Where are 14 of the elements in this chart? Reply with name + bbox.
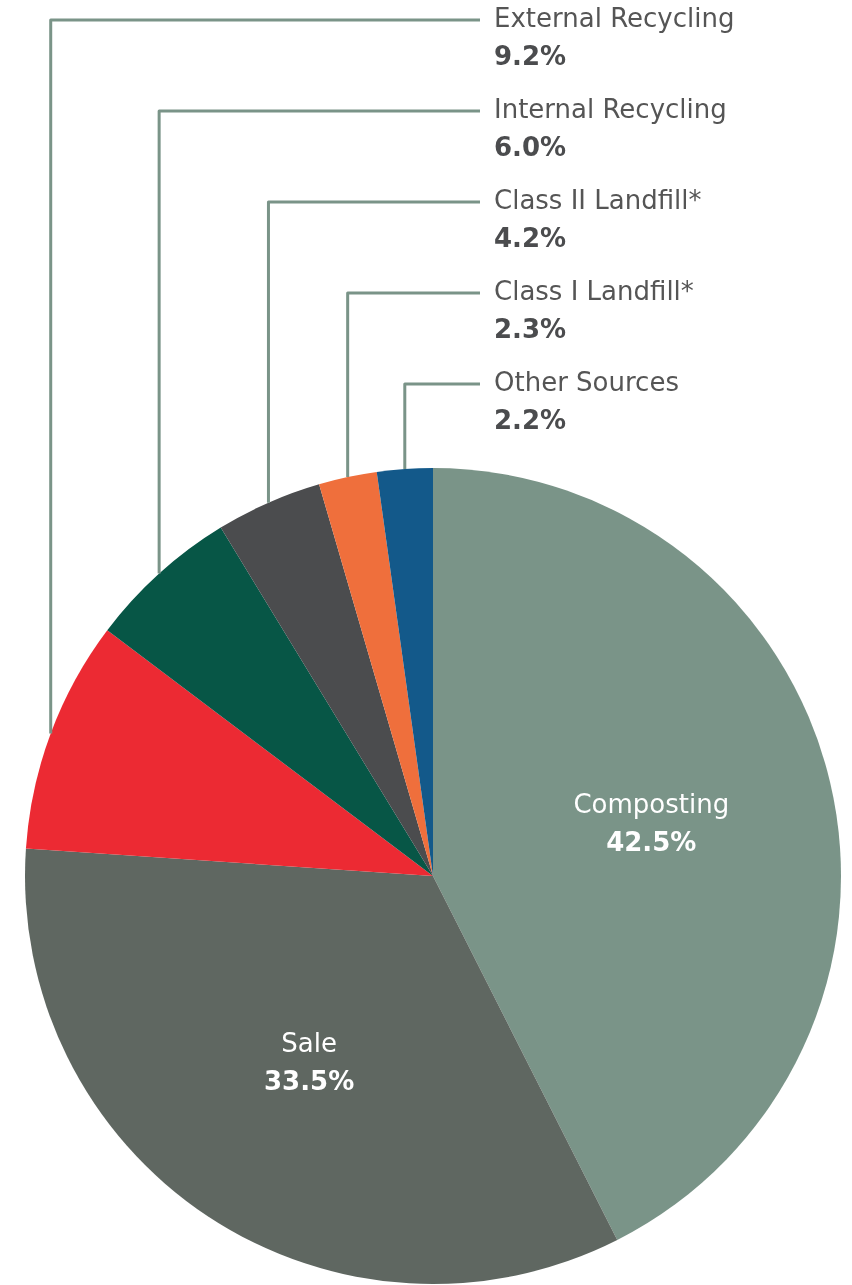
data-label: 4.2%	[494, 222, 567, 253]
data-label: 42.5%	[606, 826, 697, 857]
slice-label: Class I Landfill*	[494, 275, 694, 306]
slice-label: Other Sources	[494, 366, 679, 397]
data-label: 9.2%	[494, 40, 567, 71]
slice-label: Composting	[573, 788, 730, 819]
data-label: 33.5%	[264, 1065, 355, 1096]
data-label: 6.0%	[494, 131, 567, 162]
slice-label: Sale	[281, 1027, 337, 1058]
data-label: 2.2%	[494, 404, 567, 435]
slice-label: External Recycling	[494, 2, 735, 33]
slice-label: Class II Landfill*	[494, 184, 702, 215]
slice-label: Internal Recycling	[494, 93, 727, 124]
data-label: 2.3%	[494, 313, 567, 344]
